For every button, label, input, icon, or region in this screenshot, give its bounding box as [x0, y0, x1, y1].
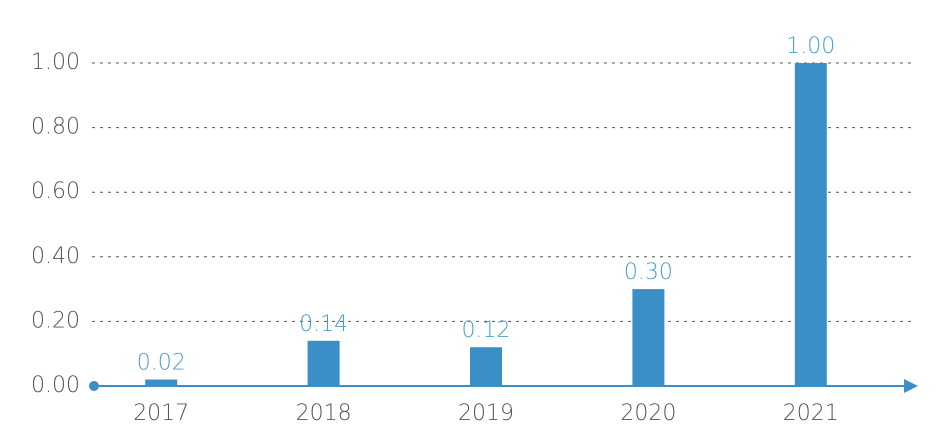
y-tick-label: 0.60	[31, 179, 80, 204]
axis-origin-dot	[89, 381, 99, 391]
axis-arrow	[904, 379, 918, 393]
y-tick-label: 0.80	[31, 115, 80, 140]
bar	[470, 347, 502, 386]
x-tick-label: 2018	[296, 401, 352, 426]
y-tick-label: 0.20	[31, 308, 80, 333]
y-tick-label: 0.00	[31, 373, 80, 398]
value-label: 0.12	[462, 318, 511, 343]
bar	[307, 340, 340, 386]
bar	[632, 289, 665, 386]
y-tick-label: 1.00	[31, 50, 80, 75]
value-label: 0.30	[624, 260, 673, 285]
y-tick-label: 0.40	[31, 244, 80, 269]
x-tick-label: 2021	[783, 401, 839, 426]
x-tick-label: 2020	[620, 401, 676, 426]
x-tick-label: 2019	[458, 401, 514, 426]
value-label: 0.02	[137, 351, 186, 376]
value-label: 0.14	[299, 312, 348, 337]
bar	[794, 63, 827, 386]
value-label: 1.00	[786, 34, 835, 59]
x-tick-label: 2017	[133, 401, 189, 426]
bar	[145, 379, 178, 386]
